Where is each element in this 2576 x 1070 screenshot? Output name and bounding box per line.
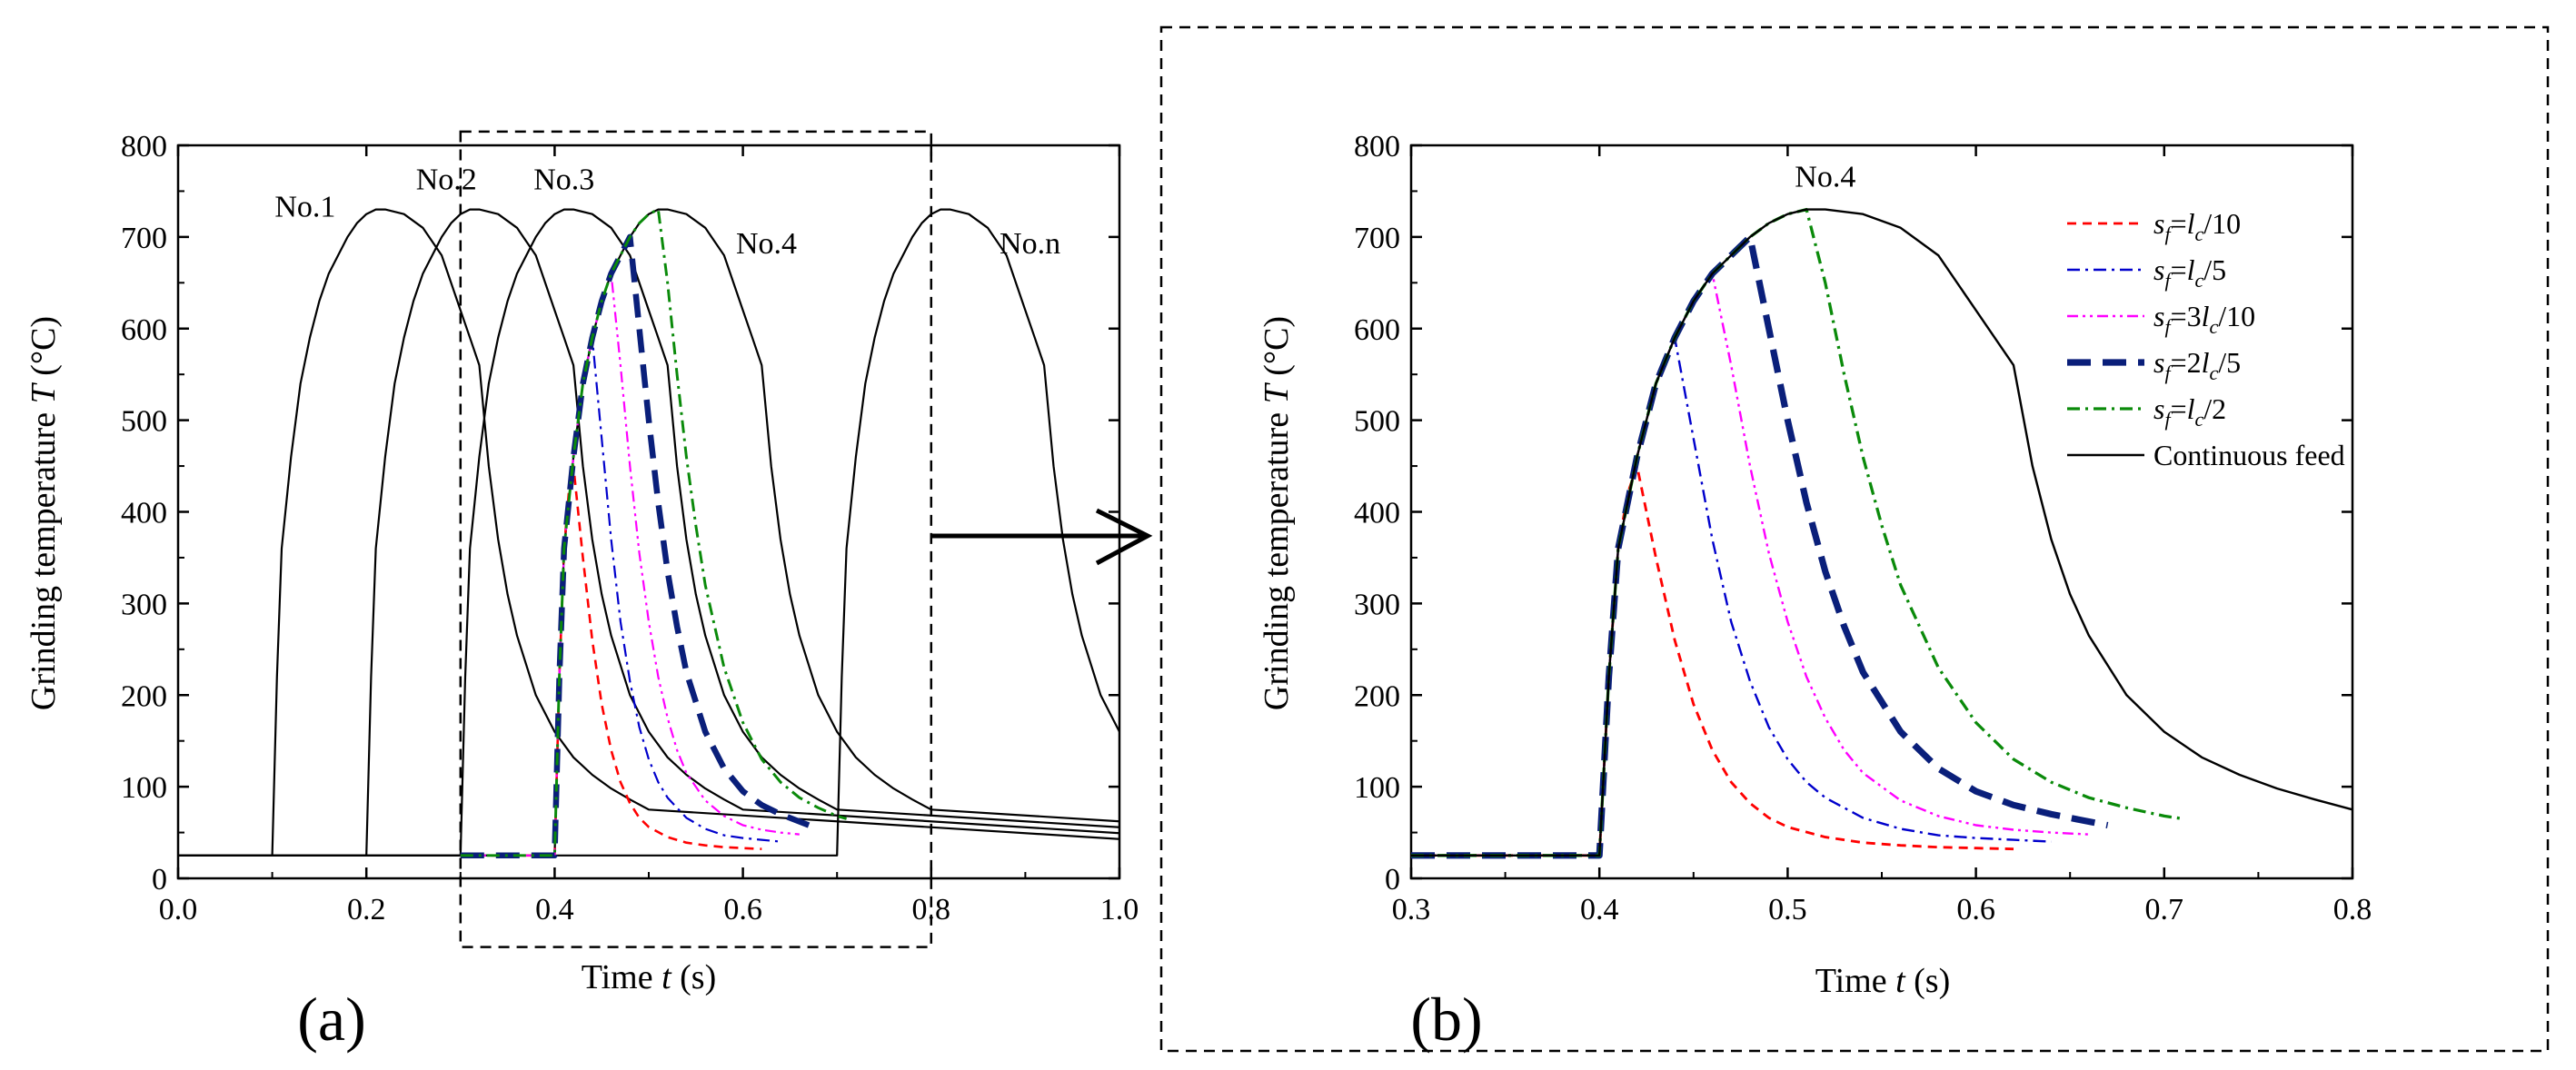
continuous-pulse-no2 <box>178 208 1119 857</box>
series-b-sf_3lc10 <box>1411 272 2089 857</box>
series-b-sf_2lc5 <box>1411 233 2109 859</box>
b-y-tick-label: 0 <box>1385 863 1400 897</box>
b-x-tick-label: 0.5 <box>1768 893 1807 926</box>
b-y-tick-label: 400 <box>1354 497 1400 530</box>
b-y-tick-label: 200 <box>1354 679 1400 713</box>
a-y-tick-label: 100 <box>121 771 167 805</box>
b-y-tick-label: 100 <box>1354 771 1400 805</box>
legend-label-sf_lc2: sf=lc/2 <box>2153 392 2226 431</box>
legend-label-sf_lc10: sf=lc/10 <box>2153 207 2241 245</box>
legend-label-continuous: Continuous feed <box>2153 439 2345 471</box>
continuous-pulse-non <box>178 208 1119 857</box>
x-axis-label-a: Time t (s) <box>582 958 717 996</box>
legend-label-sf_3lc10: sf=3lc/10 <box>2153 300 2255 338</box>
b-y-tick-label: 800 <box>1354 130 1400 163</box>
a-y-tick-label: 500 <box>121 405 167 439</box>
series-a-sf_lc10 <box>460 464 762 857</box>
continuous-pulse-no3 <box>178 208 1119 857</box>
zoom-region-box <box>459 130 933 948</box>
series-b-sf_lc2 <box>1411 207 2183 857</box>
panel-label-a: (a) <box>297 985 365 1054</box>
panel-a: 0.0 0.2 0.4 0.6 0.8 1.00100200300400500600700… <box>25 130 1139 1054</box>
continuous-pulse-no1 <box>178 208 1119 857</box>
a-y-tick-label: 200 <box>121 679 167 713</box>
a-y-tick-label: 300 <box>121 588 167 621</box>
series-a-sf_lc2 <box>460 208 848 857</box>
a-y-tick-label: 400 <box>121 497 167 530</box>
b-x-tick-label: 0.3 <box>1392 893 1431 926</box>
panel-b: 0.3 0.4 0.5 0.6 0.7 0.8 0 100 200 300 400 500 600 700… <box>1258 130 2372 1054</box>
series-b-sf_lc10 <box>1411 464 2014 857</box>
curves-a <box>178 208 1119 859</box>
b-y-tick-label: 500 <box>1354 405 1400 439</box>
series-a-sf_3lc10 <box>460 272 800 857</box>
panel-b-outer-frame <box>1159 25 2550 1053</box>
annotations-a: No.1 No.2 No.3 No.4 No.n <box>274 163 1060 261</box>
b-x-tick-label: 0.6 <box>1956 893 1995 926</box>
annotation-a-no3: No.3 <box>533 163 594 196</box>
panel-label-b: (b) <box>1410 985 1482 1054</box>
plot-frame-a <box>176 144 1121 880</box>
annotation-a-no4: No.4 <box>736 227 797 261</box>
legend-b: sf=lc/10 sf=lc/5 sf=3lc/10 sf=2lc/5 sf=lc/2 C… <box>2067 207 2345 471</box>
a-x-tick-label: 0.6 <box>723 893 762 926</box>
b-x-tick-label: 0.8 <box>2333 893 2372 926</box>
y-axis-label-b: Grinding temperature T (°C) <box>1258 316 1296 710</box>
continuous-pulse-no4 <box>178 208 1119 857</box>
b-x-tick-label: 0.4 <box>1580 893 1619 926</box>
a-x-tick-label: 0.4 <box>535 893 574 926</box>
a-y-tick-label: 600 <box>121 313 167 347</box>
a-x-tick-label: 0.2 <box>347 893 386 926</box>
y-axis-label-a: Grinding temperature T (°C) <box>25 316 63 710</box>
legend-label-sf_2lc5: sf=2lc/5 <box>2153 346 2241 384</box>
annotation-b-no4: No.4 <box>1795 160 1855 193</box>
series-a-sf_2lc5 <box>460 233 811 859</box>
b-y-tick-label: 300 <box>1354 588 1400 621</box>
b-y-tick-label: 700 <box>1354 222 1400 255</box>
legend-label-sf_lc5: sf=lc/5 <box>2153 253 2226 292</box>
annotation-a-non: No.n <box>1000 227 1060 261</box>
a-x-tick-label: 0.0 <box>159 893 198 926</box>
a-x-tick-label: 1.0 <box>1100 893 1139 926</box>
b-x-tick-label: 0.7 <box>2145 893 2184 926</box>
a-y-tick-label: 800 <box>121 130 167 163</box>
x-axis-label-b: Time t (s) <box>1815 962 1951 1000</box>
annotation-a-no1: No.1 <box>274 191 335 224</box>
x-y-ticks-b: 0.3 0.4 0.5 0.6 0.7 0.8 0 100 200 300 400 500 600 700… <box>1354 130 2372 926</box>
annotations-b: No.4 <box>1795 160 1855 193</box>
annotation-a-no2: No.2 <box>416 163 477 196</box>
curves-b <box>1411 207 2352 859</box>
series-b-continuous <box>1411 208 2352 857</box>
b-y-tick-label: 600 <box>1354 313 1400 347</box>
a-y-tick-label: 700 <box>121 222 167 255</box>
a-y-tick-label: 0 <box>152 863 167 897</box>
zoom-arrow <box>931 508 1153 566</box>
